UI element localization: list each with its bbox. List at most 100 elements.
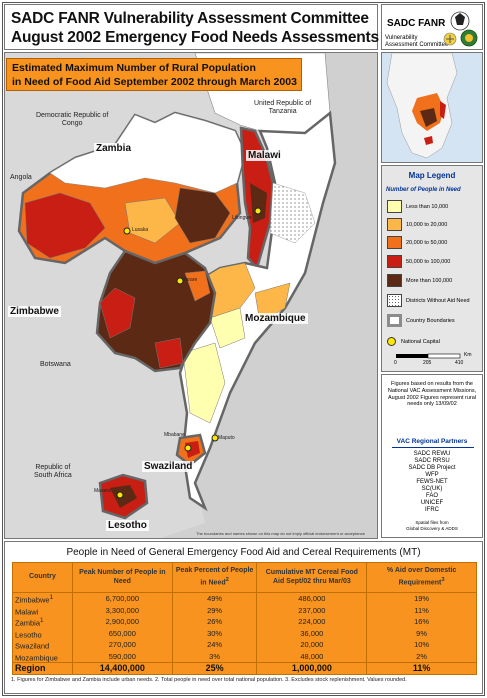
label-swaziland: Swaziland: [142, 461, 195, 472]
cell-aid-domestic: 11%: [366, 604, 477, 616]
cell-peak-percent: 24%: [171, 639, 258, 651]
partners-title: VAC Regional Partners: [396, 438, 468, 445]
label-drc: Democratic Republic of Congo: [36, 112, 108, 128]
cell-aid-domestic: 16%: [366, 616, 477, 628]
cell-peak-number: 3,300,000: [71, 604, 173, 616]
legend-item-label: Less than 10,000: [406, 204, 449, 210]
logo-sub: Vulnerability Assessment Committee: [385, 35, 448, 48]
header-peak-number: Peak Number of People in Need: [71, 562, 173, 593]
header-peak-percent-text: Peak Percent of People in Need: [175, 567, 254, 587]
country-sup: 1: [40, 617, 44, 624]
cell-aid-domestic: 11%: [366, 662, 477, 675]
label-south-africa-line1: Republic of: [35, 464, 71, 471]
map-title-line2: in Need of Food Aid September 2002 throu…: [12, 76, 297, 88]
table-total-row: Region 14,400,000 25% 1,000,000 11%: [12, 662, 477, 675]
table-row: Mozambique 590,000 3% 48,000 2%: [12, 650, 477, 663]
map-canvas: [17, 53, 377, 538]
scale-tick-0: 0: [394, 360, 397, 366]
cell-aid-domestic: 19%: [366, 592, 477, 605]
capital-maseru-icon: [116, 491, 124, 499]
capital-harare-icon: [176, 277, 184, 285]
partner-item: SADC REWU: [413, 451, 451, 457]
partner-item: UNICEF: [420, 500, 444, 506]
legend-item: Country Boundaries: [387, 314, 483, 328]
cell-peak-percent: 30%: [171, 627, 258, 639]
legend-swatch: [387, 314, 402, 327]
national-capital-icon: [387, 337, 396, 346]
partner-item: SC(UK): [421, 486, 443, 492]
label-zambia: Zambia: [94, 143, 134, 154]
legend-item-label: 10,000 to 20,000: [406, 222, 448, 228]
header-peak-percent-sup: 2: [225, 576, 229, 583]
scale-bar-icon: [396, 353, 461, 359]
legend-swatch: [387, 274, 402, 287]
cell-aid-domestic: 9%: [366, 627, 477, 639]
cell-country: Malawi: [12, 604, 73, 616]
label-tanzania-line1: United Republic of: [254, 100, 312, 107]
label-mbabane: Mbabane: [164, 432, 185, 438]
map-legend: Map Legend Number of People in Need Less…: [381, 165, 483, 372]
page-title-line1: SADC FANR Vulnerability Assessment Commi…: [11, 10, 369, 27]
lesotho-inner: [110, 485, 137, 508]
cell-cereal: 48,000: [256, 650, 368, 663]
capital-mbabane-icon: [184, 444, 192, 452]
partner-item: FEWS-NET: [416, 479, 448, 485]
map-title: Estimated Maximum Number of Rural Popula…: [6, 58, 302, 91]
legend-item: More than 100,000: [387, 274, 483, 288]
cell-peak-percent: 25%: [171, 662, 258, 675]
label-drc-line2: Congo: [61, 120, 83, 127]
legend-subtitle: Number of People in Need: [386, 187, 461, 193]
map-panel: [4, 52, 378, 539]
partners-divider: [392, 447, 474, 448]
table-row: Zambia1 2,900,000 26% 224,000 16%: [12, 616, 477, 628]
zambia-west-high: [24, 192, 106, 259]
locator-canvas: [386, 53, 458, 159]
sadc-seal-icon: [443, 11, 478, 47]
label-maseru: Maseru: [94, 488, 111, 494]
page-title-line2: August 2002 Emergency Food Needs Assessm…: [11, 29, 379, 46]
cell-aid-domestic: 2%: [366, 650, 477, 663]
country-name: Swaziland: [15, 641, 50, 651]
malawi-central: [250, 183, 267, 223]
cell-peak-number: 6,700,000: [71, 592, 173, 605]
cell-cereal: 224,000: [256, 616, 368, 628]
capital-maputo-icon: [211, 434, 219, 442]
label-zimbabwe: Zimbabwe: [8, 306, 61, 317]
legend-swatch: [387, 218, 402, 231]
legend-item: Less than 10,000: [387, 200, 483, 214]
partner-item: SADC RRSU: [414, 458, 450, 464]
legend-item-label: 20,000 to 50,000: [406, 240, 448, 246]
ocean: [160, 53, 377, 538]
map-disclaimer: The boundaries and names shown on this m…: [196, 531, 365, 536]
cell-peak-number: 590,000: [71, 650, 173, 663]
label-mozambique: Mozambique: [243, 313, 308, 324]
cell-peak-percent: 49%: [171, 592, 258, 605]
scale-tick-1: 205: [423, 360, 432, 366]
legend-item-label: Districts Without Aid Need: [406, 298, 470, 304]
cell-cereal: 36,000: [256, 627, 368, 639]
label-lilongwe: Lilongwe: [232, 215, 252, 221]
table-title: People in Need of General Emergency Food…: [66, 547, 421, 558]
label-maputo: Maputo: [218, 435, 235, 441]
cell-peak-number: 14,400,000: [71, 662, 173, 675]
header-aid-domestic: % Aid over Domestic Requirement3: [366, 562, 477, 593]
notes-panel: Figures based on results from the Nation…: [381, 374, 483, 538]
country-name: Malawi: [15, 607, 39, 616]
cell-country: Zambia1: [12, 616, 73, 628]
legend-swatch: [387, 200, 402, 213]
label-tanzania-line2: Tanzania: [268, 108, 297, 115]
country-name: Lesotho: [15, 630, 42, 639]
cell-cereal: 1,000,000: [256, 662, 368, 675]
cell-peak-percent: 26%: [171, 616, 258, 628]
table-row: Lesotho 650,000 30% 36,000 9%: [12, 627, 477, 639]
cell-peak-number: 2,900,000: [71, 616, 173, 628]
mozambique-south: [182, 342, 226, 424]
label-angola: Angola: [10, 174, 32, 181]
capital-lilongwe-icon: [254, 207, 262, 215]
table-row: Zimbabwe1 6,700,000 49% 486,000 19%: [12, 592, 477, 605]
needs-table: Country Peak Number of People in Need Pe…: [12, 562, 477, 675]
table-footnote: 1. Figures for Zimbabwe and Zambia inclu…: [11, 677, 407, 683]
legend-item-label: Country Boundaries: [406, 318, 455, 324]
cell-peak-number: 650,000: [71, 627, 173, 639]
partner-item: SADC DB Project: [408, 465, 456, 471]
